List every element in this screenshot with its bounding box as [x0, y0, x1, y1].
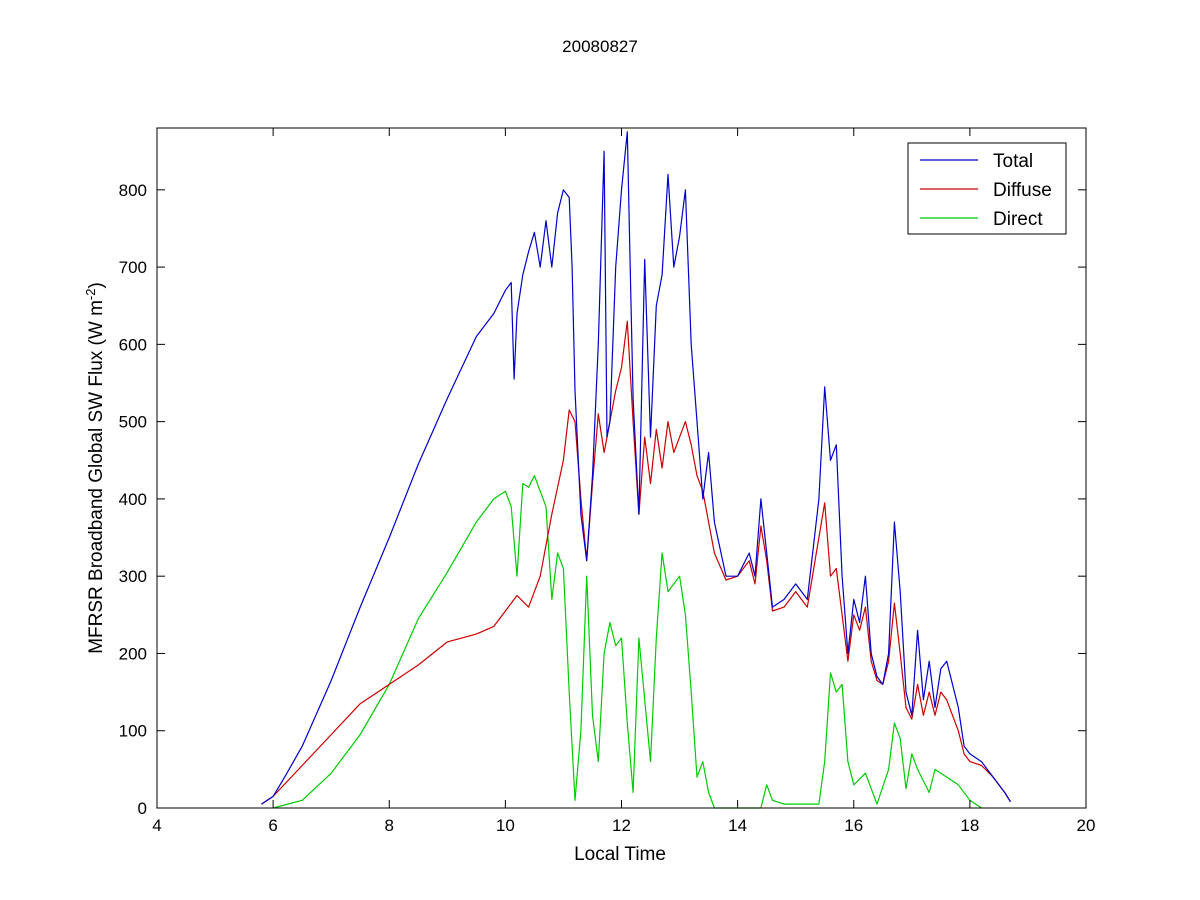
chart-title: 20080827 [562, 37, 638, 56]
legend-label-total: Total [993, 151, 1033, 172]
y-axis-title: MFRSR Broadband Global SW Flux (W m-2) [83, 282, 108, 654]
series-line-direct [272, 475, 982, 809]
x-axis: 4 6 8 10 12 14 16 18 20 [152, 128, 1095, 835]
x-tick-label: 12 [612, 816, 631, 835]
x-tick-label: 16 [844, 816, 863, 835]
y-tick-label: 700 [119, 258, 147, 277]
series-line-diffuse [261, 320, 1012, 805]
y-tick-label: 600 [119, 335, 147, 354]
y-axis-title-superscript: -2 [83, 289, 98, 301]
y-tick-label: 300 [119, 567, 147, 586]
x-axis-title: Local Time [574, 844, 666, 865]
y-axis: 0 100 200 300 400 500 600 700 800 [119, 181, 1086, 818]
x-tick-label: 10 [496, 816, 515, 835]
x-tick-label: 6 [268, 816, 277, 835]
y-tick-label: 100 [119, 722, 147, 741]
y-tick-label: 800 [119, 181, 147, 200]
x-tick-label: 20 [1077, 816, 1096, 835]
y-axis-title-tail: ) [86, 282, 107, 288]
y-tick-label: 0 [138, 799, 147, 818]
legend: Total Diffuse Direct [907, 142, 1067, 235]
y-axis-title-main: MFRSR Broadband Global SW Flux (W m [86, 300, 107, 654]
x-tick-label: 14 [728, 816, 747, 835]
y-tick-label: 500 [119, 413, 147, 432]
y-tick-label: 200 [119, 644, 147, 663]
x-tick-label: 8 [385, 816, 394, 835]
x-tick-label: 18 [960, 816, 979, 835]
series-line-total [261, 131, 1012, 805]
x-tick-label: 4 [152, 816, 161, 835]
plot-area [157, 128, 1086, 808]
y-tick-label: 400 [119, 490, 147, 509]
series-layer [261, 131, 1012, 809]
legend-label-diffuse: Diffuse [993, 180, 1052, 201]
legend-label-direct: Direct [993, 209, 1043, 230]
